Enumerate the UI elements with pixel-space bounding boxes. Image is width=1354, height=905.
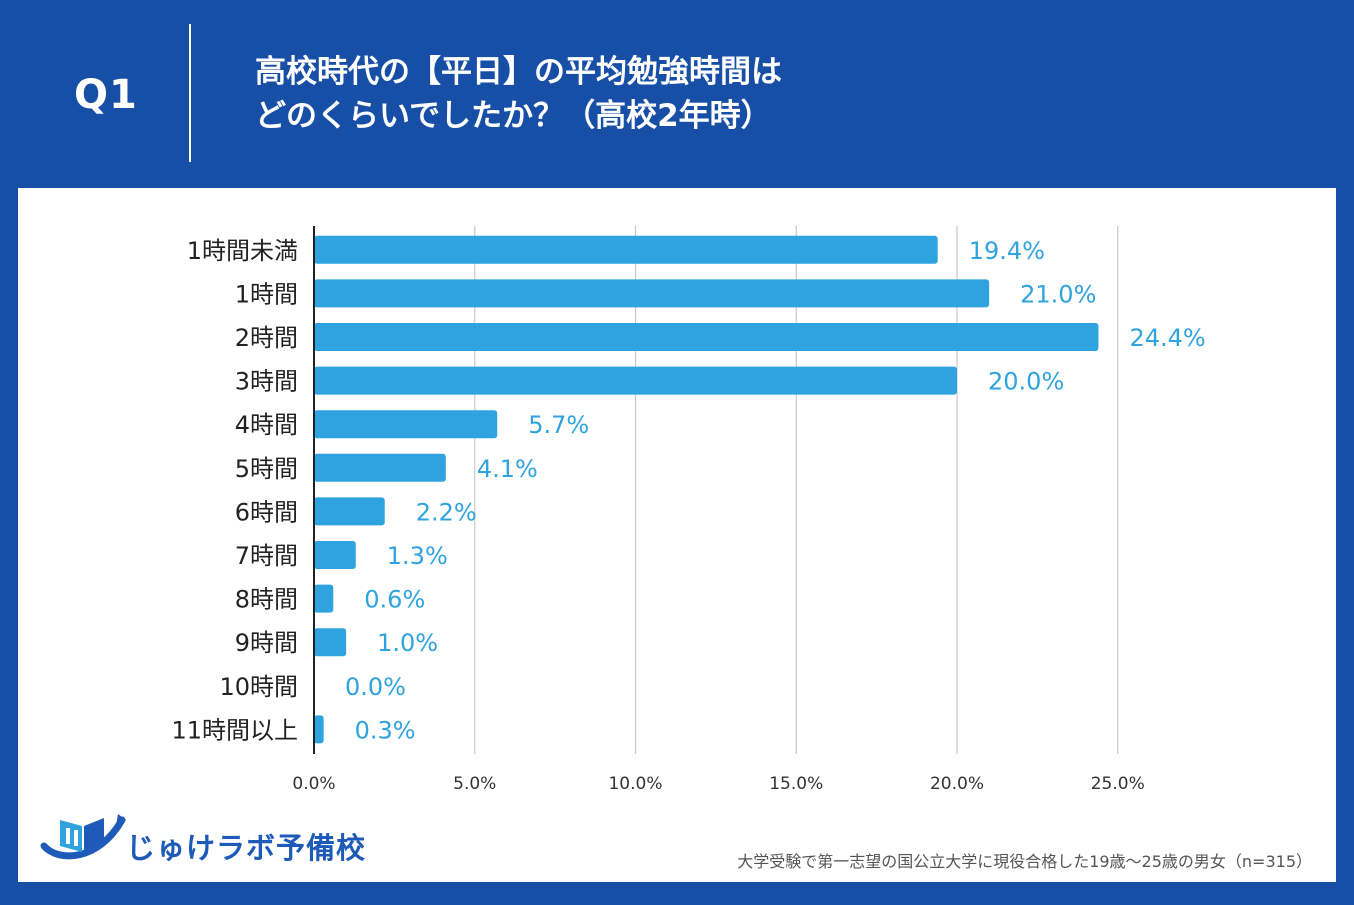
value-label: 0.3%	[355, 716, 416, 744]
value-labels: 19.4% 21.0% 24.4% 20.0% 5.7% 4.1%2.2% 1.3% 0.6%…	[345, 237, 1206, 745]
bar	[314, 366, 957, 395]
category-label: 3時間	[235, 368, 298, 396]
value-label: 5.7%	[528, 411, 589, 439]
category-label: 4時間	[235, 411, 298, 439]
bar	[314, 279, 990, 308]
category-label: 10時間	[219, 673, 298, 701]
category-label: 1時間未満	[187, 237, 298, 265]
category-label: 11時間以上	[171, 716, 298, 744]
bar	[314, 584, 334, 613]
value-label: 1.0%	[377, 629, 438, 657]
grid-lines	[474, 226, 1119, 754]
bar	[314, 541, 356, 569]
value-label: 19.4%	[969, 237, 1045, 265]
value-label: 4.1%	[477, 455, 538, 483]
logo-text: じゅけラボ予備校	[126, 831, 367, 865]
x-tick-label: 20.0%	[930, 774, 984, 794]
source-note: 大学受験で第一志望の国公立大学に現役合格した19歳～25歳の男女（n=315）	[737, 852, 1312, 871]
value-label: 0.0%	[345, 673, 406, 701]
category-label: 8時間	[235, 586, 298, 614]
bar	[314, 715, 324, 744]
value-label: 24.4%	[1129, 324, 1205, 352]
category-labels: 1時間未満 1時間 2時間 3時間 4時間 5時間 6時間 7時間 8時間 9時間 10時間 11時間…	[171, 237, 298, 745]
x-tick-label: 0.0%	[292, 774, 335, 794]
value-label: 1.3%	[387, 542, 448, 570]
bar-chart: 1時間未満 1時間 2時間 3時間 4時間 5時間 6時間 7時間 8時間 9時間 10時間 11時間…	[171, 226, 1206, 794]
category-label: 6時間	[235, 498, 298, 526]
bar	[314, 323, 1099, 351]
x-tick-label: 10.0%	[608, 774, 662, 794]
category-label: 2時間	[235, 324, 298, 352]
bar	[314, 628, 347, 657]
x-tick-label: 25.0%	[1091, 774, 1145, 794]
value-label: 2.2%	[416, 498, 477, 526]
question-number: Q1	[74, 72, 138, 118]
header: Q1 高校時代の【平日】の平均勉強時間は どのくらいでしたか？（高校2年時）	[0, 0, 1354, 188]
value-label: 0.6%	[364, 586, 425, 614]
category-label: 1時間	[235, 280, 298, 308]
book-icon	[40, 814, 126, 860]
category-label: 9時間	[235, 629, 298, 657]
x-tick-label: 15.0%	[769, 774, 823, 794]
chart-panel: 1時間未満 1時間 2時間 3時間 4時間 5時間 6時間 7時間 8時間 9時間 10時間 11時間…	[18, 188, 1336, 882]
question-title: 高校時代の【平日】の平均勉強時間は どのくらいでしたか？（高校2年時）	[255, 50, 782, 138]
bar	[314, 497, 385, 526]
category-label: 5時間	[235, 455, 298, 483]
title-line-1: 高校時代の【平日】の平均勉強時間は	[255, 54, 782, 90]
x-tick-labels: 0.0% 5.0% 10.0% 15.0% 20.0% 25.0%	[292, 774, 1144, 794]
value-label: 20.0%	[988, 368, 1064, 396]
bar	[314, 235, 938, 264]
x-tick-label: 5.0%	[453, 774, 496, 794]
header-divider	[189, 24, 191, 162]
title-line-2: どのくらいでしたか？（高校2年時）	[255, 98, 772, 134]
category-label: 7時間	[235, 542, 298, 570]
value-label: 21.0%	[1020, 280, 1096, 308]
bar	[314, 410, 498, 439]
bar	[314, 453, 446, 482]
bars	[314, 235, 1099, 744]
